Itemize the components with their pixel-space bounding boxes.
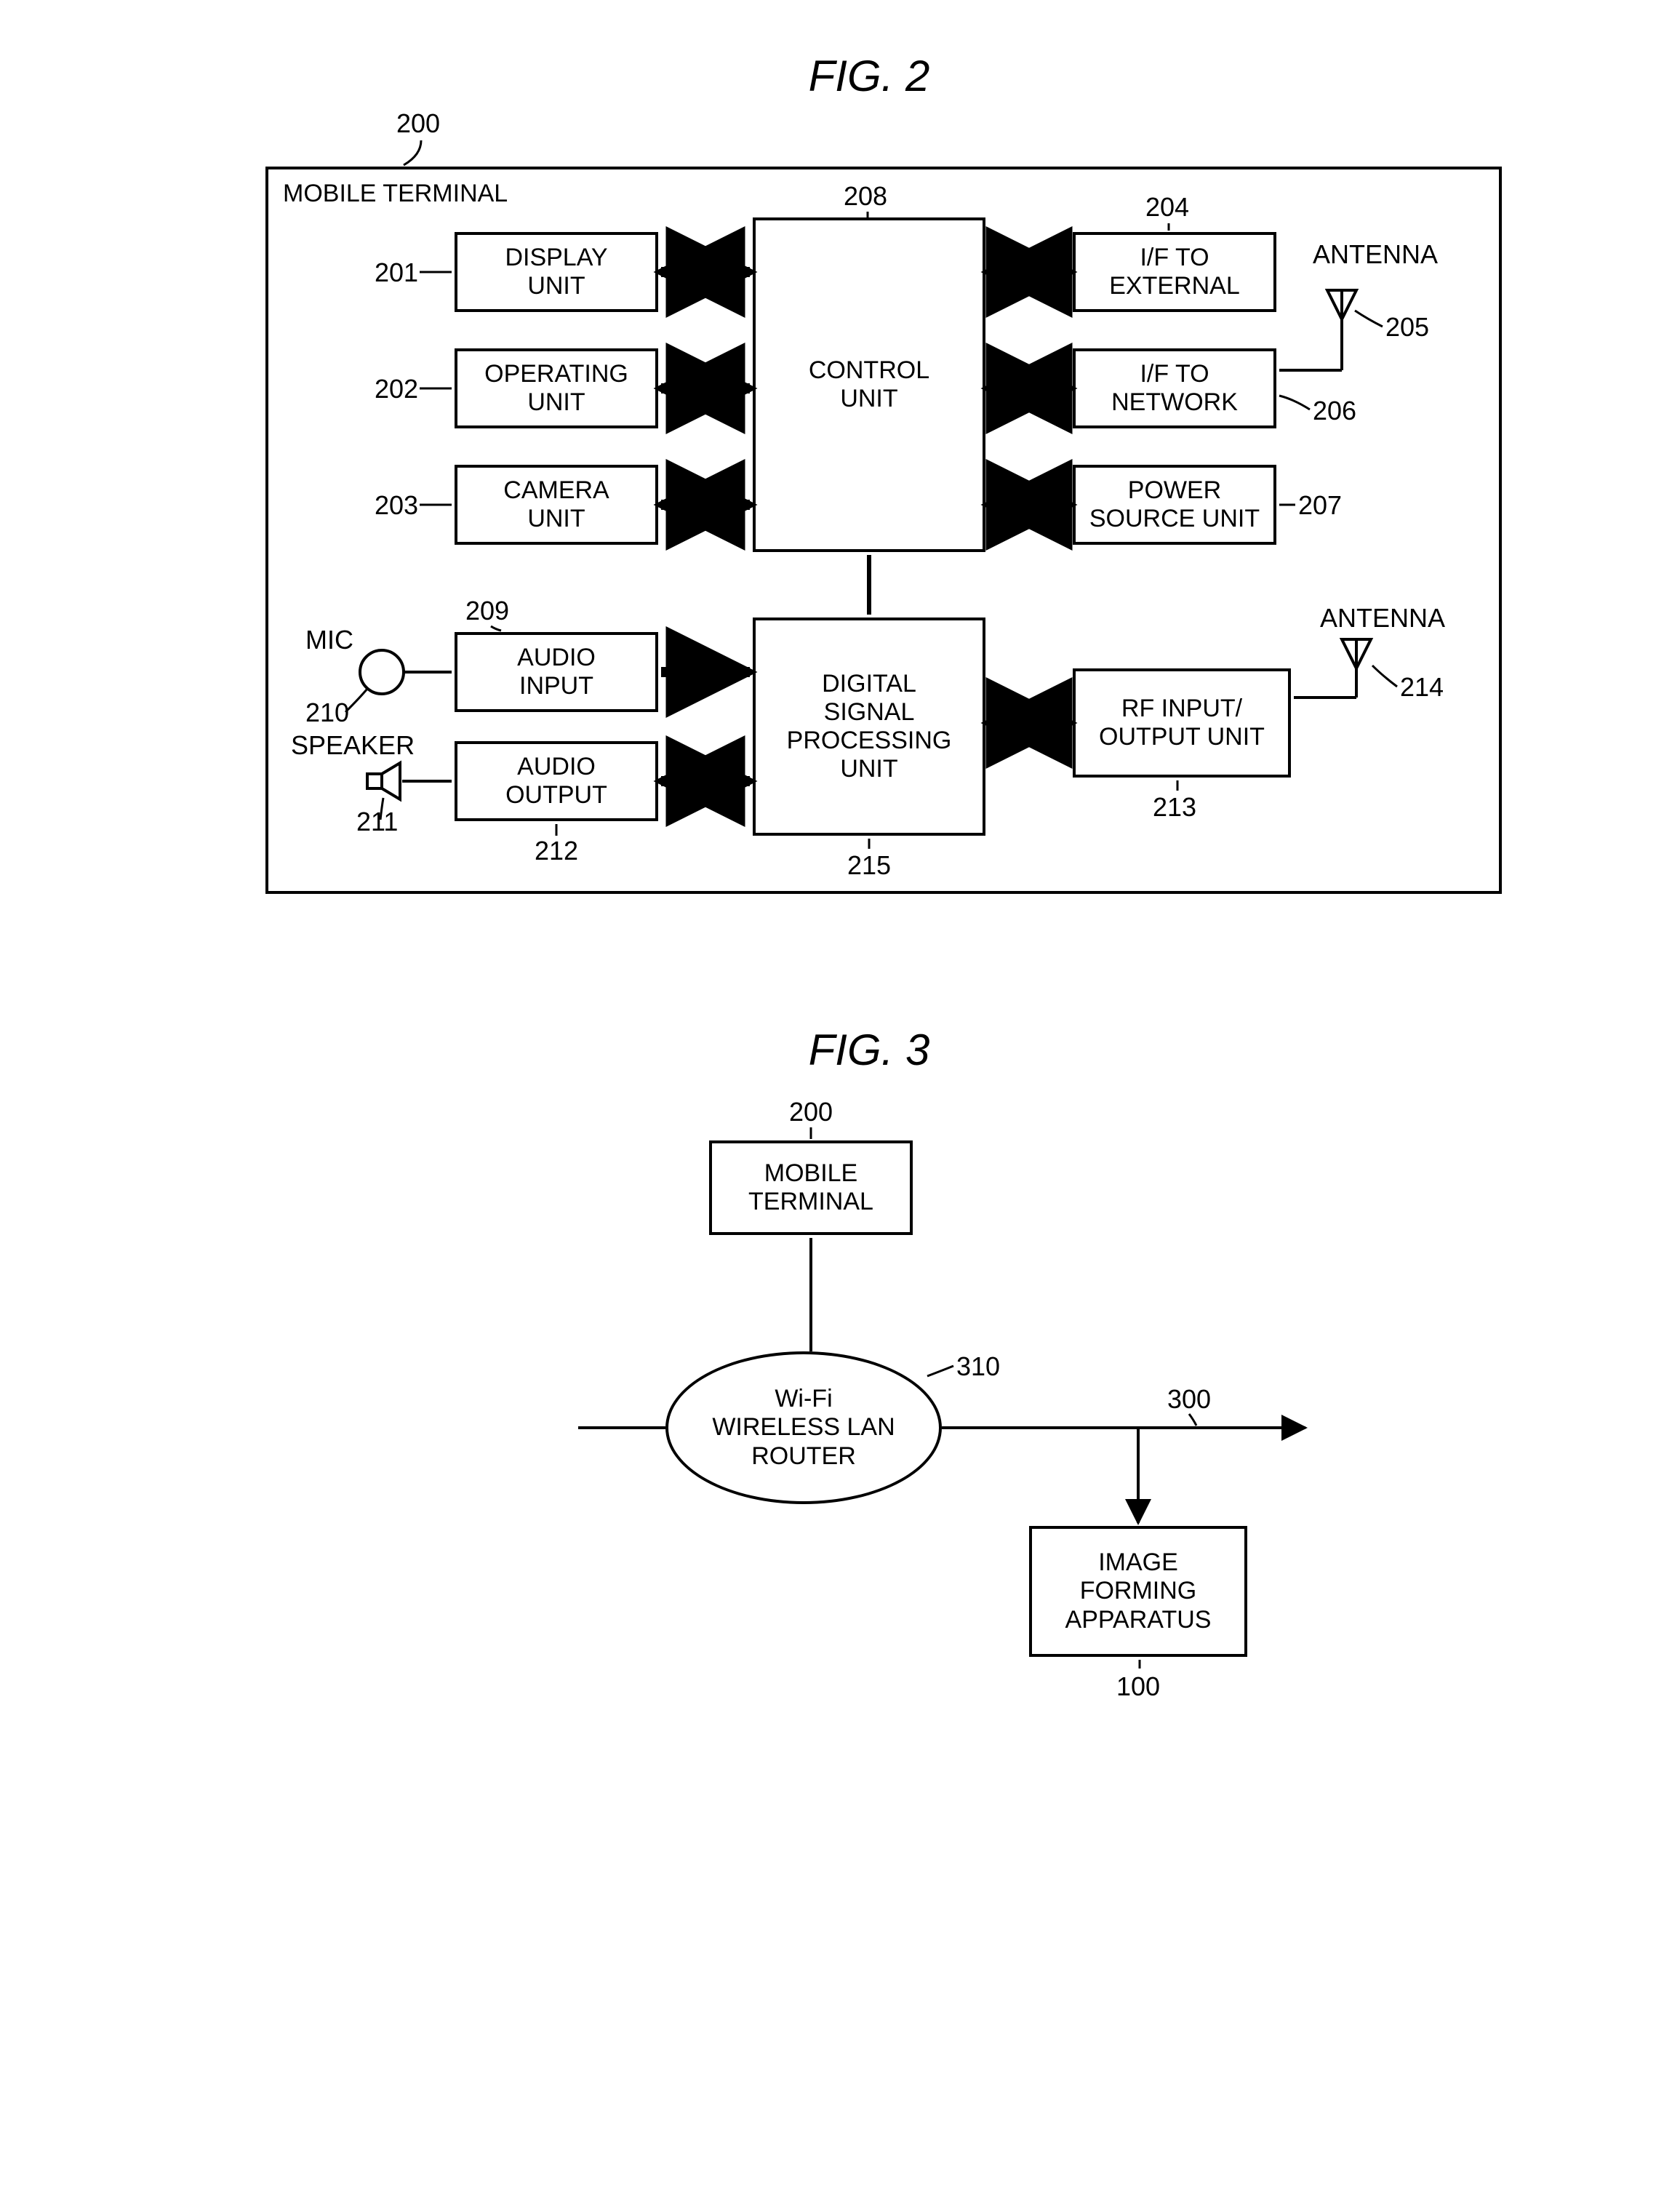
ellipse-router: Wi-Fi WIRELESS LAN ROUTER — [665, 1351, 942, 1504]
box-camera-text: CAMERA UNIT — [503, 476, 609, 533]
ref3-200: 200 — [789, 1097, 833, 1127]
antenna1-label: ANTENNA — [1313, 239, 1438, 270]
ref-207: 207 — [1298, 490, 1342, 521]
ref-208: 208 — [844, 181, 887, 212]
ref3-100: 100 — [1116, 1671, 1160, 1702]
box-audio-in: AUDIO INPUT — [455, 632, 658, 712]
box-ifa: IMAGE FORMING APPARATUS — [1029, 1526, 1247, 1657]
box-ifa-text: IMAGE FORMING APPARATUS — [1065, 1548, 1212, 1634]
box-mobile-terminal: MOBILE TERMINAL — [709, 1140, 913, 1235]
ref-212: 212 — [535, 836, 578, 866]
box-control: CONTROL UNIT — [753, 217, 985, 552]
box-display-text: DISPLAY UNIT — [505, 244, 607, 300]
fig2-title: FIG. 2 — [29, 51, 1680, 101]
box-if-net-text: I/F TO NETWORK — [1111, 360, 1238, 417]
ref3-310: 310 — [956, 1351, 1000, 1382]
box-audio-in-text: AUDIO INPUT — [517, 644, 596, 700]
fig2-diagram: 200 MOBILE TERMINAL DISPLAY UNIT OPERATI… — [178, 108, 1560, 967]
ref-210: 210 — [305, 698, 349, 728]
box-camera: CAMERA UNIT — [455, 465, 658, 545]
fig2-container-ref: 200 — [396, 108, 440, 139]
box-rf: RF INPUT/ OUTPUT UNIT — [1073, 668, 1291, 778]
ref-211: 211 — [356, 807, 398, 837]
fig3-title: FIG. 3 — [29, 1025, 1680, 1075]
box-dsp-text: DIGITAL SIGNAL PROCESSING UNIT — [787, 670, 952, 783]
box-rf-text: RF INPUT/ OUTPUT UNIT — [1099, 695, 1265, 751]
antenna2-label: ANTENNA — [1320, 603, 1445, 634]
box-power-text: POWER SOURCE UNIT — [1089, 476, 1260, 533]
fig3-diagram: MOBILE TERMINAL Wi-Fi WIRELESS LAN ROUTE… — [360, 1082, 1378, 1737]
box-audio-out: AUDIO OUTPUT — [455, 741, 658, 821]
box-dsp: DIGITAL SIGNAL PROCESSING UNIT — [753, 618, 985, 836]
box-mobile-terminal-text: MOBILE TERMINAL — [748, 1159, 873, 1216]
box-operating: OPERATING UNIT — [455, 348, 658, 428]
ref-206: 206 — [1313, 396, 1356, 426]
box-control-text: CONTROL UNIT — [809, 356, 929, 413]
ref-213: 213 — [1153, 792, 1196, 823]
ref-209: 209 — [465, 596, 509, 626]
ref-205: 205 — [1385, 312, 1429, 343]
speaker-label: SPEAKER — [291, 730, 415, 761]
box-operating-text: OPERATING UNIT — [484, 360, 628, 417]
ellipse-router-text: Wi-Fi WIRELESS LAN ROUTER — [712, 1385, 895, 1470]
box-power: POWER SOURCE UNIT — [1073, 465, 1276, 545]
fig2-container-label: MOBILE TERMINAL — [283, 180, 508, 208]
ref-214: 214 — [1400, 672, 1444, 703]
ref-202: 202 — [375, 374, 418, 404]
box-display: DISPLAY UNIT — [455, 232, 658, 312]
box-if-ext: I/F TO EXTERNAL — [1073, 232, 1276, 312]
ref-215: 215 — [847, 850, 891, 881]
mic-label: MIC — [305, 625, 353, 655]
ref-203: 203 — [375, 490, 418, 521]
box-if-ext-text: I/F TO EXTERNAL — [1109, 244, 1240, 300]
ref-201: 201 — [375, 257, 418, 288]
box-audio-out-text: AUDIO OUTPUT — [505, 753, 607, 810]
ref-204: 204 — [1145, 192, 1189, 223]
ref3-300: 300 — [1167, 1384, 1211, 1415]
box-if-net: I/F TO NETWORK — [1073, 348, 1276, 428]
